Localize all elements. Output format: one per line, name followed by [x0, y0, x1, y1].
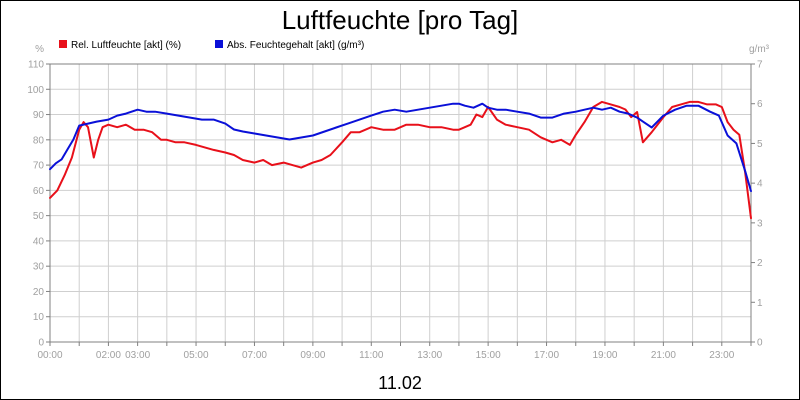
legend-swatch-rel-humidity [59, 40, 67, 48]
series-line-abs-humidity [49, 102, 752, 193]
x-tick-label: 13:00 [417, 350, 442, 361]
y-left-tick-label: 70 [33, 161, 45, 172]
x-tick-label: 11:00 [359, 350, 384, 361]
y-left-tick-label: 50 [33, 211, 45, 222]
series [49, 100, 752, 220]
legend: Rel. Luftfeuchte [akt] (%) Abs. Feuchteg… [59, 40, 364, 51]
axes: 0 10 20 30 40 50 60 70 80 90 100 110 0 1 2 3 4 5 6 7 00:00 02… [27, 60, 763, 362]
y-right-tick-label: 3 [757, 218, 763, 229]
series-line-rel-humidity [49, 100, 752, 220]
chart-title: Luftfeuchte [pro Tag] [282, 5, 519, 35]
chart-subtitle: 11.02 [378, 373, 422, 393]
x-tick-label: 23:00 [709, 350, 734, 361]
x-tick-label: 17:00 [534, 350, 559, 361]
y-left-tick-label: 30 [33, 262, 45, 273]
y-right-tick-label: 7 [757, 60, 763, 71]
plot-area-frame [49, 63, 752, 343]
legend-label-rel-humidity: Rel. Luftfeuchte [akt] (%) [71, 40, 181, 51]
x-tick-label: 00:00 [37, 350, 62, 361]
x-tick-label: 02:00 [96, 350, 121, 361]
y-right-tick-label: 1 [757, 298, 763, 309]
x-tick-label: 03:00 [125, 350, 150, 361]
y-right-tick-label: 4 [757, 179, 763, 190]
grid [49, 63, 752, 343]
legend-swatch-abs-humidity [215, 40, 223, 48]
left-axis-unit: % [35, 44, 44, 55]
y-left-tick-label: 0 [38, 338, 44, 349]
y-left-tick-label: 40 [33, 236, 45, 247]
y-left-tick-label: 110 [28, 60, 44, 71]
y-left-tick-label: 60 [33, 186, 45, 197]
y-right-tick-label: 0 [757, 338, 763, 349]
y-right-tick-label: 6 [757, 99, 763, 110]
y-right-tick-label: 5 [757, 139, 763, 150]
y-left-tick-label: 20 [33, 287, 45, 298]
x-tick-label: 21:00 [651, 350, 676, 361]
legend-label-abs-humidity: Abs. Feuchtegehalt [akt] (g/m³) [227, 40, 364, 51]
y-right-tick-label: 2 [757, 258, 763, 269]
x-tick-label: 09:00 [300, 350, 325, 361]
y-left-tick-label: 100 [27, 85, 44, 96]
x-tick-label: 15:00 [476, 350, 501, 361]
right-axis-unit: g/m³ [749, 44, 770, 55]
x-tick-label: 05:00 [184, 350, 209, 361]
y-left-tick-label: 90 [33, 110, 45, 121]
x-tick-label: 07:00 [242, 350, 267, 361]
x-tick-label: 19:00 [592, 350, 617, 361]
y-left-tick-label: 80 [33, 135, 45, 146]
y-left-tick-label: 10 [33, 312, 45, 323]
